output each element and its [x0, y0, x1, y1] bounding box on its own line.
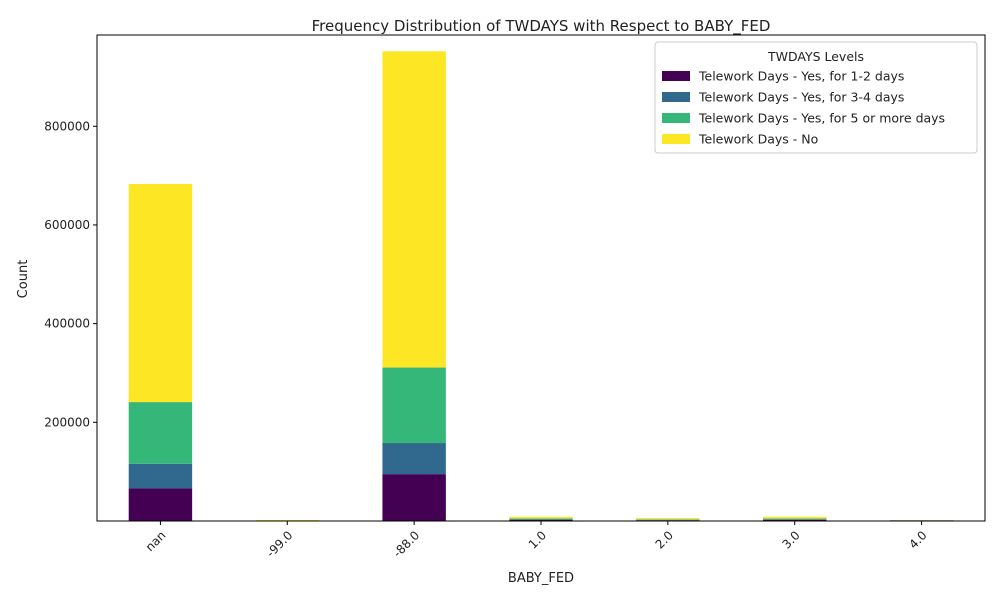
x-axis-title: BABY_FED	[508, 571, 574, 586]
bar-segment-nan-series-4	[128, 184, 193, 403]
bar-segment-1.0-series-2	[509, 519, 573, 521]
bar-segment-1.0-series-4	[509, 516, 573, 519]
legend-swatch-series-2	[662, 92, 690, 102]
legend-label-series-4: Telework Days - No	[698, 132, 818, 147]
bar-segment-1.0-series-3	[509, 518, 573, 520]
y-tick-label: 400000	[44, 317, 90, 331]
chart-title: Frequency Distribution of TWDAYS with Re…	[312, 17, 771, 36]
legend-frame	[654, 41, 978, 154]
bar-segment--88.0-series-4	[382, 51, 446, 368]
legend-label-series-2: Telework Days - Yes, for 3-4 days	[698, 90, 904, 105]
bars-layer	[128, 51, 954, 521]
bar-segment--99.0-series-4	[255, 520, 319, 521]
bar-segment--88.0-series-1	[382, 474, 446, 521]
legend-title: TWDAYS Levels	[767, 49, 864, 64]
bar-segment--88.0-series-2	[382, 443, 446, 475]
legend-label-series-3: Telework Days - Yes, for 5 or more days	[698, 111, 945, 126]
legend-swatch-series-4	[662, 134, 690, 144]
bar-segment-nan-series-1	[128, 488, 193, 521]
y-axis-title: Count	[16, 260, 31, 299]
bar-segment-nan-series-3	[128, 402, 193, 464]
bar-segment-3.0-series-1	[763, 519, 827, 521]
bar-segment-3.0-series-4	[763, 516, 827, 519]
bar-segment-2.0-series-4	[636, 518, 700, 520]
y-tick-label: 200000	[44, 415, 90, 429]
y-tick-label: 800000	[44, 119, 90, 133]
legend-label-series-1: Telework Days - Yes, for 1-2 days	[698, 69, 904, 84]
legend: TWDAYS Levels Telework Days - Yes, for 1…	[654, 41, 978, 154]
bar-segment-3.0-series-2	[763, 519, 827, 520]
legend-swatch-series-3	[662, 113, 690, 123]
bar-segment-3.0-series-3	[763, 518, 827, 520]
bar-segment-nan-series-2	[128, 463, 193, 489]
legend-swatch-series-1	[662, 71, 690, 81]
y-tick-label: 600000	[44, 218, 90, 232]
bar-segment--88.0-series-3	[382, 367, 446, 444]
